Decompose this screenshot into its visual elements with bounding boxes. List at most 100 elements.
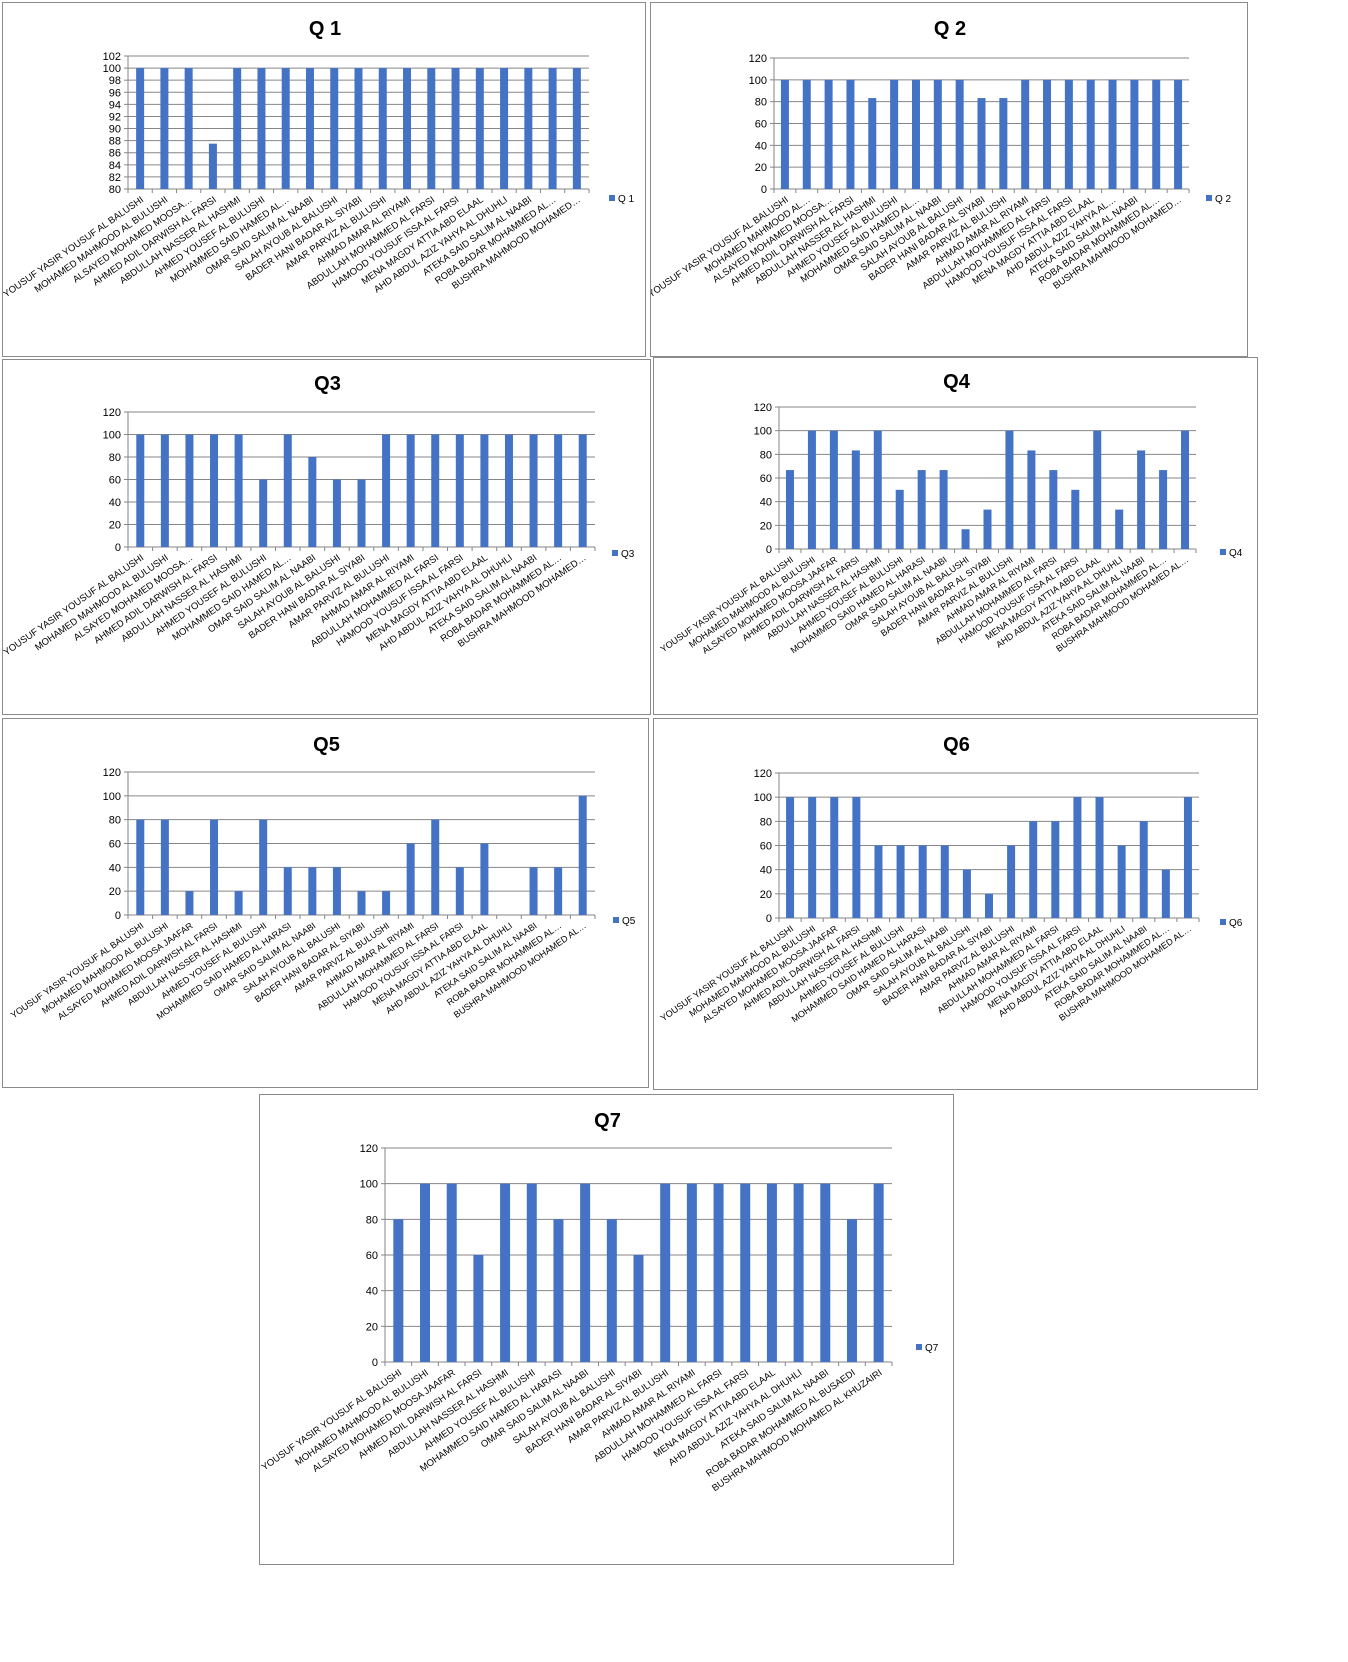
y-tick-label: 20 <box>366 1321 378 1333</box>
bar <box>382 434 391 547</box>
bar <box>354 68 363 189</box>
chart-panel-q3: Q3 0 20 40 60 80 100 120 YOUSUF YASIR YOUSUF AL … <box>2 359 651 715</box>
bar <box>633 1255 644 1362</box>
chart-panel-q2: Q 2 0 20 40 60 80 100 120 YOUSUF YASIR YOUSUF AL… <box>650 2 1248 357</box>
y-tick-label: 90 <box>109 124 121 136</box>
y-tick-label: 120 <box>103 407 121 419</box>
bar <box>185 434 194 547</box>
chart-panel-q6: Q6 0 20 40 60 80 100 120 YOUSUF YASIR YOUSUF AL … <box>653 718 1258 1090</box>
legend-swatch <box>1220 549 1226 555</box>
bar <box>1093 430 1102 549</box>
bar <box>1071 489 1080 549</box>
legend-label: Q3 <box>621 549 635 560</box>
bar <box>554 434 563 547</box>
bar <box>357 479 366 547</box>
chart-title: Q 1 <box>309 18 341 40</box>
bar <box>524 68 533 189</box>
bar <box>955 79 964 189</box>
bar <box>480 434 489 547</box>
y-tick-label: 100 <box>103 791 121 803</box>
bar <box>830 797 839 918</box>
bar <box>330 68 339 189</box>
bar <box>874 845 883 918</box>
bar <box>807 430 816 549</box>
chart-panel-q1: Q 1 80 82 84 86 88 90 92 94 96 98 100 102 YOUSUF YASI… <box>2 2 646 357</box>
bar <box>136 68 145 189</box>
y-tick-label: 20 <box>760 889 772 901</box>
y-tick-label: 92 <box>109 111 121 123</box>
y-tick-label: 82 <box>109 172 121 184</box>
bar <box>305 68 314 189</box>
bar <box>578 434 587 547</box>
bar <box>766 1183 777 1362</box>
bar <box>660 1183 671 1362</box>
bar <box>234 434 243 547</box>
bar <box>427 68 436 189</box>
bar <box>896 845 905 918</box>
bar <box>548 68 557 189</box>
bar <box>846 1219 857 1362</box>
bar <box>403 68 412 189</box>
y-tick-label: 0 <box>766 544 772 556</box>
y-tick-label: 0 <box>761 184 767 196</box>
bar <box>933 79 942 189</box>
bar <box>308 457 317 547</box>
y-tick-label: 60 <box>366 1250 378 1262</box>
chart-panel-q5: Q5 0 20 40 60 80 100 120 YOUSUF YASIR YOUSUF AL … <box>2 718 649 1088</box>
y-tick-label: 0 <box>766 913 772 925</box>
chart-title: Q4 <box>943 371 971 393</box>
bar <box>578 795 587 915</box>
bar <box>234 891 243 915</box>
bar <box>332 867 341 915</box>
bar <box>820 1183 831 1362</box>
bar <box>504 434 513 547</box>
bar <box>917 470 926 549</box>
y-tick-label: 40 <box>109 497 121 509</box>
bar <box>393 1219 404 1362</box>
legend-swatch <box>613 917 619 923</box>
bar <box>259 479 268 547</box>
bar <box>686 1183 697 1362</box>
chart-title: Q6 <box>943 734 970 756</box>
legend-swatch <box>612 550 618 556</box>
bar <box>606 1219 617 1362</box>
bar <box>1029 821 1038 918</box>
bar <box>451 68 460 189</box>
y-tick-label: 100 <box>103 430 121 442</box>
legend-swatch <box>916 1344 922 1350</box>
bar <box>283 867 292 915</box>
y-tick-label: 20 <box>109 886 121 898</box>
bar <box>868 98 877 189</box>
y-tick-label: 40 <box>760 865 772 877</box>
legend-label: Q4 <box>1229 548 1243 559</box>
bar <box>1137 450 1146 549</box>
y-tick-label: 80 <box>109 452 121 464</box>
y-tick-label: 20 <box>109 520 121 532</box>
y-tick-label: 60 <box>109 839 121 851</box>
bar <box>406 434 415 547</box>
bar <box>208 143 217 189</box>
bar <box>500 1183 511 1362</box>
chart-title: Q5 <box>313 734 340 756</box>
legend-label: Q7 <box>925 1343 939 1354</box>
legend-swatch <box>609 195 615 201</box>
bar <box>431 434 440 547</box>
y-tick-label: 80 <box>755 97 767 109</box>
bar <box>1159 470 1168 549</box>
bar <box>283 434 292 547</box>
bar <box>1007 845 1016 918</box>
bar <box>210 819 219 915</box>
bar <box>846 79 855 189</box>
legend-label: Q 2 <box>1215 194 1232 205</box>
y-tick-label: 80 <box>109 184 121 196</box>
y-tick-label: 100 <box>360 1179 378 1191</box>
bar <box>961 529 970 549</box>
y-tick-label: 98 <box>109 75 121 87</box>
bar <box>780 79 789 189</box>
bar <box>160 68 169 189</box>
